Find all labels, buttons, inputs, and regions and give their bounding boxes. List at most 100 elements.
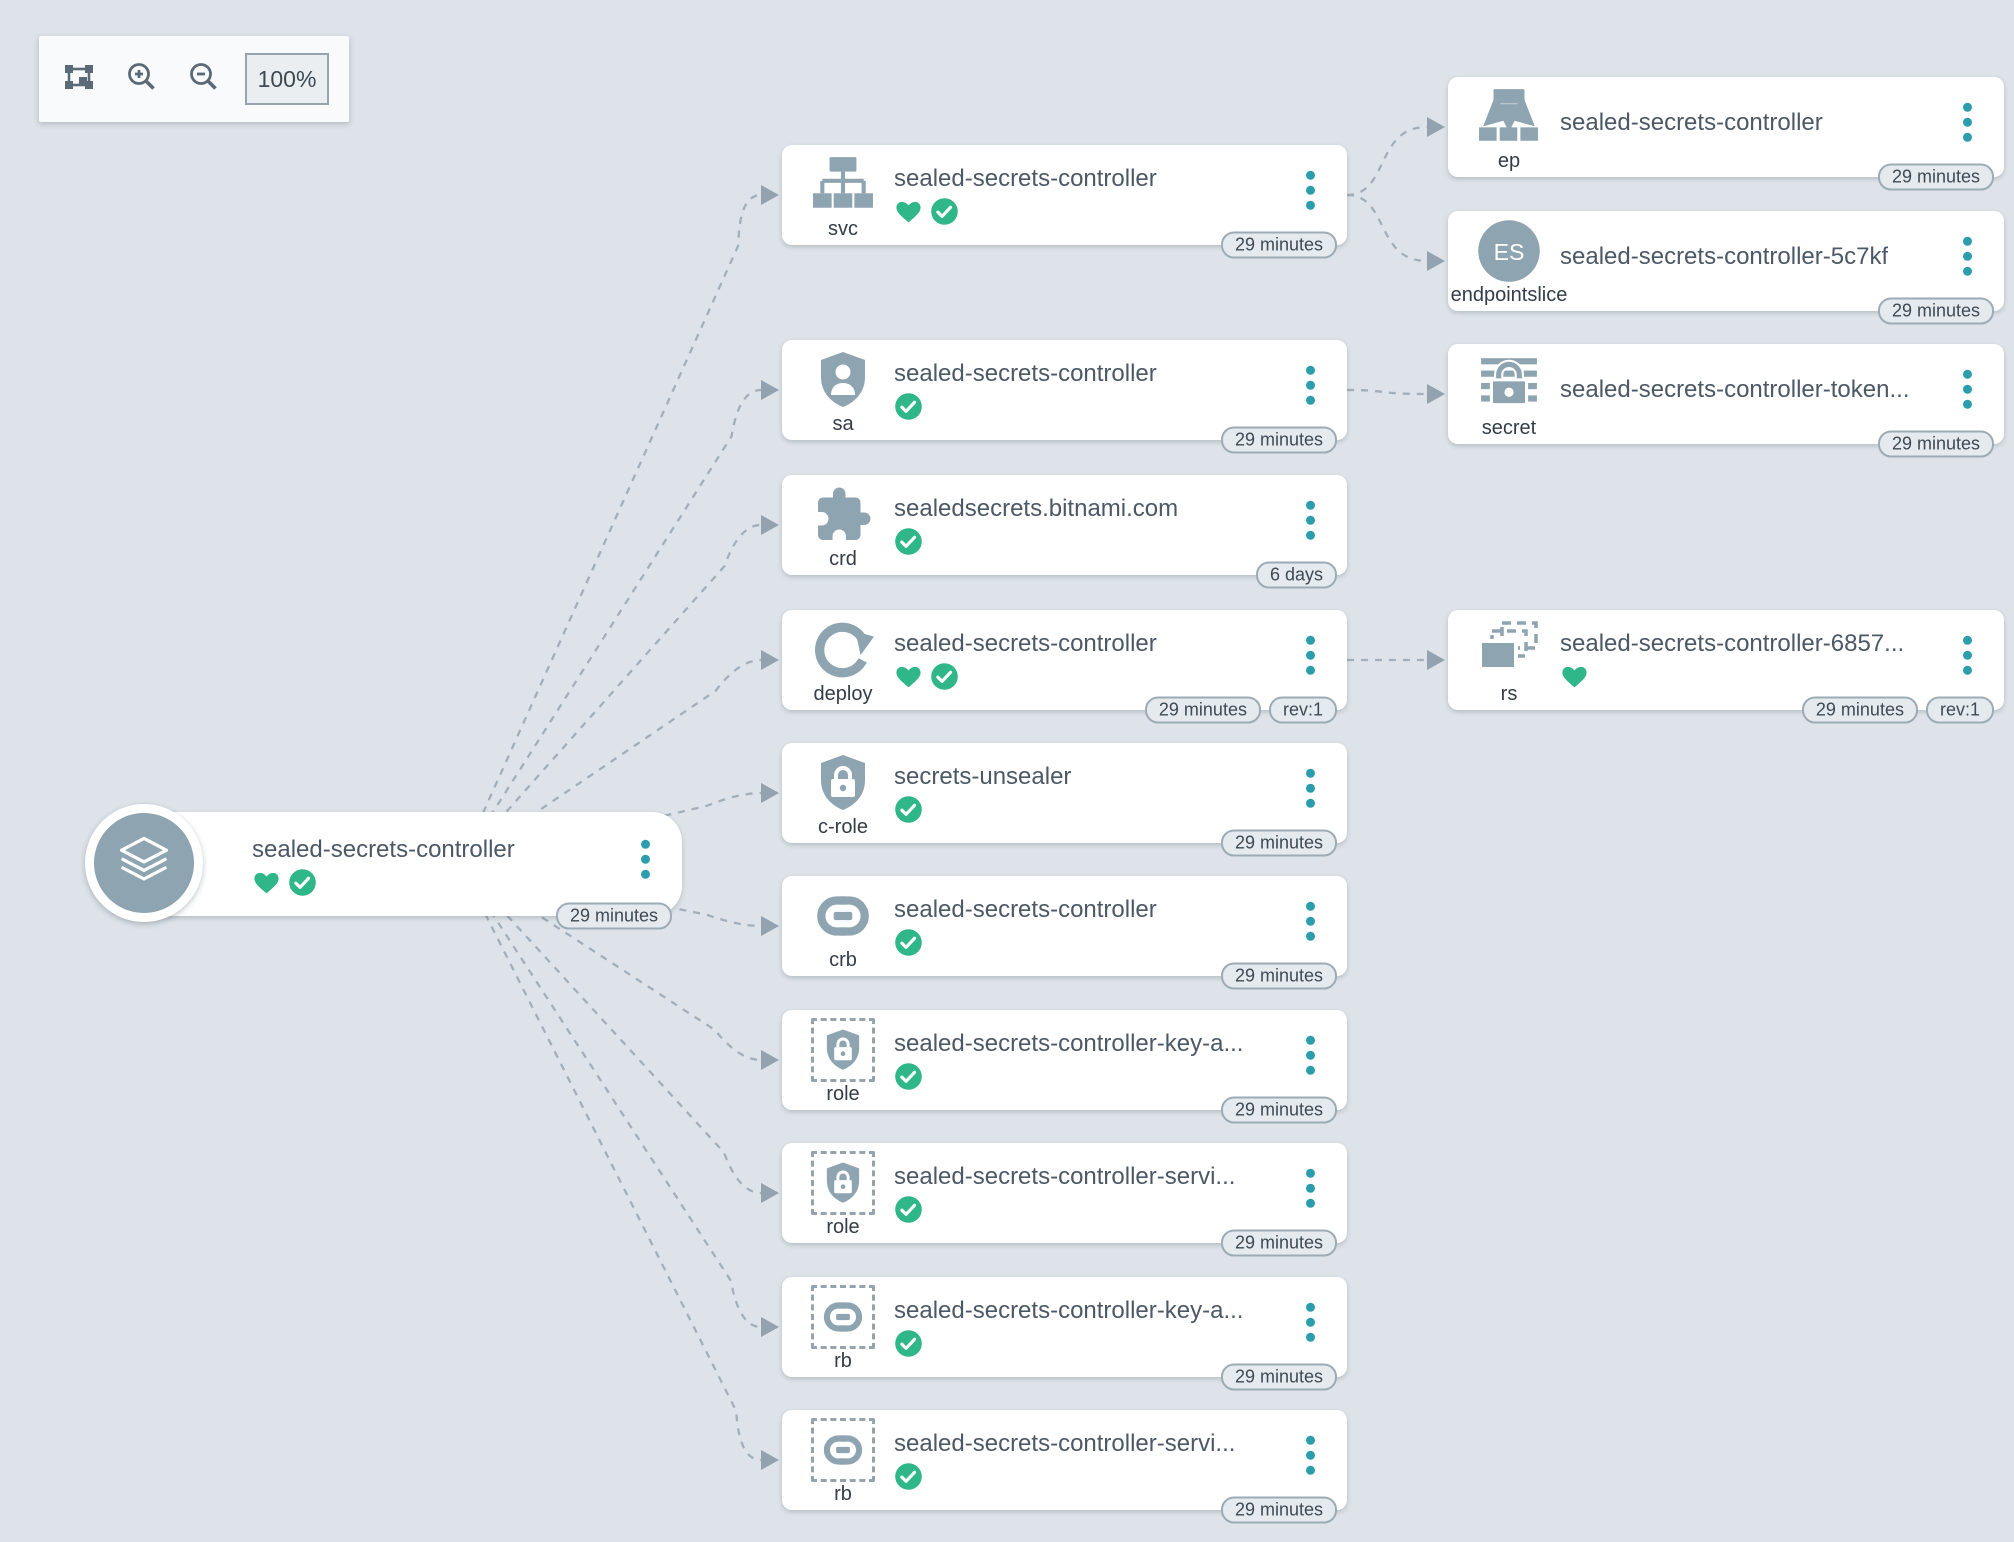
resource-node-crd[interactable]: crd sealedsecrets.bitnami.com 6 days [782, 475, 1347, 589]
status-icons [894, 1462, 923, 1491]
resource-name: secrets-unsealer [894, 763, 1072, 790]
node-menu-button[interactable] [1302, 1299, 1319, 1346]
rs-icon [1472, 618, 1546, 682]
resource-name: sealed-secrets-controller [1560, 109, 1823, 136]
edge-arrowhead-icon [761, 916, 779, 936]
node-badges: 29 minutes [1220, 1363, 1337, 1391]
resource-name: sealed-secrets-controller [894, 360, 1157, 387]
ep-icon [1472, 85, 1546, 149]
resource-node-role2[interactable]: role sealed-secrets-controller-servi... … [782, 1143, 1347, 1257]
age-badge: 29 minutes [1144, 696, 1261, 724]
zoom-level-indicator[interactable]: 100% [245, 53, 329, 105]
deploy-icon [806, 618, 880, 682]
age-badge: 29 minutes [1220, 829, 1337, 857]
application-icon [85, 804, 203, 922]
node-menu-button[interactable] [1302, 1032, 1319, 1079]
synced-check-icon [895, 1196, 922, 1223]
node-badges: 29 minutes rev:1 [1144, 696, 1337, 724]
resource-kind-label: secret [1481, 417, 1537, 439]
node-menu-button[interactable] [1959, 632, 1976, 679]
synced-check-icon [289, 869, 316, 896]
resource-name: sealed-secrets-controller-servi... [894, 1430, 1236, 1457]
node-badges: 29 minutes [1220, 962, 1337, 990]
synced-check-icon [895, 1463, 922, 1490]
role-icon [806, 1018, 880, 1082]
zoom-out-icon [188, 61, 219, 97]
resource-node-role1[interactable]: role sealed-secrets-controller-key-a... … [782, 1010, 1347, 1124]
age-badge: 29 minutes [1220, 1496, 1337, 1524]
node-badges: 6 days [1255, 561, 1337, 589]
node-menu-button[interactable] [1959, 366, 1976, 413]
node-menu-button[interactable] [1302, 1432, 1319, 1479]
synced-check-icon [895, 393, 922, 420]
resource-node-ep[interactable]: ep sealed-secrets-controller 29 minutes [1448, 77, 2004, 191]
resource-kind-label: role [826, 1216, 860, 1238]
node-menu-button[interactable] [1302, 362, 1319, 409]
resource-node-c-role[interactable]: c-role secrets-unsealer 29 minutes [782, 743, 1347, 857]
resource-node-crb[interactable]: crb sealed-secrets-controller 29 minutes [782, 876, 1347, 990]
node-menu-button[interactable] [1959, 233, 1976, 280]
node-badges: 29 minutes [1220, 1229, 1337, 1257]
age-badge: 29 minutes [1877, 430, 1994, 458]
node-menu-button[interactable] [1302, 898, 1319, 945]
synced-check-icon [931, 663, 958, 690]
healthy-heart-icon [896, 201, 921, 223]
node-menu-button[interactable] [637, 836, 654, 883]
zoom-in-button[interactable] [121, 59, 161, 99]
node-badges: 29 minutes [1877, 297, 1994, 325]
revision-badge: rev:1 [1925, 696, 1994, 724]
zoom-in-icon [126, 61, 157, 97]
age-badge: 29 minutes [1220, 1229, 1337, 1257]
rb-icon [806, 1418, 880, 1482]
synced-check-icon [931, 198, 958, 225]
node-menu-button[interactable] [1302, 167, 1319, 214]
status-icons [894, 392, 923, 421]
edge-root-to-svc [458, 193, 762, 865]
edge-sa-to-secret [1346, 388, 1428, 396]
zoom-out-button[interactable] [183, 59, 223, 99]
resource-node-svc[interactable]: svc sealed-secrets-controller 29 minutes [782, 145, 1347, 259]
resource-node-deploy[interactable]: deploy sealed-secrets-controller 29 minu… [782, 610, 1347, 724]
status-icons [252, 868, 317, 897]
resource-node-rb1[interactable]: rb sealed-secrets-controller-key-a... 29… [782, 1277, 1347, 1391]
svc-icon [806, 153, 880, 217]
resource-node-rb2[interactable]: rb sealed-secrets-controller-servi... 29… [782, 1410, 1347, 1524]
node-menu-button[interactable] [1302, 632, 1319, 679]
resource-name: sealed-secrets-controller [894, 896, 1157, 923]
age-badge: 6 days [1255, 561, 1337, 589]
fit-to-screen-icon [62, 61, 96, 98]
resource-kind-label: svc [828, 218, 858, 240]
node-badges: 29 minutes [1877, 163, 1994, 191]
resource-node-endpointslice[interactable]: ES endpointslice sealed-secrets-controll… [1448, 211, 2004, 325]
resource-kind-label: crb [829, 949, 857, 971]
edge-arrowhead-icon [1427, 117, 1445, 137]
resource-kind-label: role [826, 1083, 860, 1105]
status-icons [894, 1062, 923, 1091]
resource-name: sealed-secrets-controller-5c7kf [1560, 243, 1889, 270]
resource-name: sealed-secrets-controller-key-a... [894, 1030, 1244, 1057]
sa-icon [806, 348, 880, 412]
resource-name: sealed-secrets-controller-6857... [1560, 630, 1905, 657]
fit-to-screen-button[interactable] [59, 59, 99, 99]
edge-svc-to-ep [1346, 125, 1428, 197]
resource-node-sa[interactable]: sa sealed-secrets-controller 29 minutes [782, 340, 1347, 454]
edge-arrowhead-icon [761, 1317, 779, 1337]
edge-arrowhead-icon [761, 783, 779, 803]
node-menu-button[interactable] [1302, 765, 1319, 812]
edge-arrowhead-icon [761, 185, 779, 205]
node-menu-button[interactable] [1302, 497, 1319, 544]
status-icons [894, 527, 923, 556]
resource-kind-label: rb [834, 1483, 852, 1505]
node-menu-button[interactable] [1959, 99, 1976, 146]
healthy-heart-icon [896, 666, 921, 688]
edge-root-to-sa [459, 388, 762, 865]
resource-kind-label: rb [834, 1350, 852, 1372]
resource-node-secret[interactable]: secret sealed-secrets-controller-token..… [1448, 344, 2004, 458]
edge-svc-to-endpointslice [1346, 193, 1428, 263]
resource-node-rs[interactable]: rs sealed-secrets-controller-6857... 29 … [1448, 610, 2004, 724]
synced-check-icon [895, 796, 922, 823]
crb-icon [806, 884, 880, 948]
node-menu-button[interactable] [1302, 1165, 1319, 1212]
svg-text:ES: ES [1494, 239, 1525, 265]
